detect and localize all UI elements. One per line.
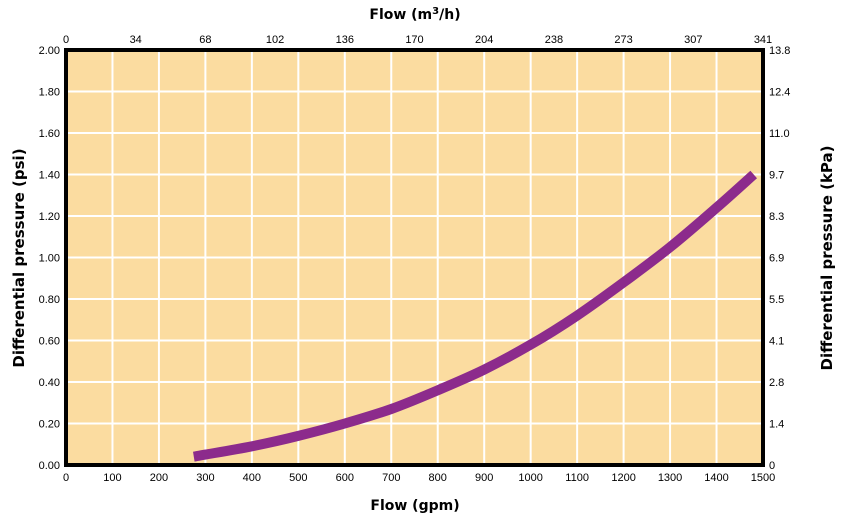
right-y-tick-label: 6.9 (769, 253, 784, 265)
x-axis-ticks: 0 100 200 300 400 500 600 700 800 900 1000 1100 1200… (63, 472, 775, 484)
x-tick-label: 700 (382, 472, 400, 484)
y-tick-label: 1.40 (39, 170, 60, 182)
x-tick-label: 1200 (611, 472, 635, 484)
y-axis-ticks: 0.00 0.20 0.40 0.60 0.80 1.00 1.20 1.40 1.60 1.80… (39, 45, 60, 472)
right-y-tick-label: 4.1 (769, 336, 784, 348)
right-y-axis-title: Differential pressure (kPa) (818, 146, 836, 371)
y-tick-label: 1.00 (39, 253, 60, 265)
top-x-tick-label: 68 (199, 34, 211, 46)
x-tick-label: 500 (289, 472, 307, 484)
grid (66, 50, 763, 465)
x-tick-label: 400 (243, 472, 261, 484)
x-tick-label: 200 (150, 472, 168, 484)
y-tick-label: 0.40 (39, 377, 60, 389)
x-tick-label: 0 (63, 472, 69, 484)
top-x-axis-ticks: 0 34 68 102 136 170 204 238 273 307 341 (63, 34, 772, 46)
right-y-tick-label: 11.0 (769, 128, 790, 140)
right-y-tick-label: 2.8 (769, 377, 784, 389)
right-y-tick-label: 5.5 (769, 294, 784, 306)
y-tick-label: 0.20 (39, 419, 60, 431)
x-tick-label: 100 (103, 472, 121, 484)
top-x-tick-label: 238 (545, 34, 563, 46)
x-tick-label: 900 (475, 472, 493, 484)
top-x-tick-label: 204 (475, 34, 493, 46)
y-tick-label: 0.80 (39, 294, 60, 306)
x-tick-label: 1100 (565, 472, 589, 484)
plot-frame (64, 48, 765, 467)
x-tick-label: 1500 (751, 472, 775, 484)
top-x-tick-label: 102 (266, 34, 284, 46)
x-axis-title: Flow (gpm) (370, 498, 459, 514)
right-y-tick-label: 12.4 (769, 87, 790, 99)
x-tick-label: 1300 (658, 472, 682, 484)
top-x-tick-label: 136 (336, 34, 354, 46)
pressure-curve (193, 170, 758, 462)
y-tick-label: 0.60 (39, 336, 60, 348)
right-y-tick-label: 1.4 (769, 419, 784, 431)
right-y-axis-ticks: 0 1.4 2.8 4.1 5.5 6.9 8.3 9.7 11.0 12.4 13.8 (769, 45, 790, 472)
x-tick-label: 800 (429, 472, 447, 484)
top-x-tick-label: 34 (130, 34, 142, 46)
top-x-tick-label: 341 (754, 34, 772, 46)
top-x-tick-label: 307 (684, 34, 702, 46)
x-tick-label: 300 (196, 472, 214, 484)
y-tick-label: 2.00 (39, 45, 60, 57)
x-tick-label: 600 (336, 472, 354, 484)
right-y-tick-label: 8.3 (769, 211, 784, 223)
top-x-tick-label: 170 (405, 34, 423, 46)
top-x-tick-label: 0 (63, 34, 69, 46)
y-tick-label: 0.00 (39, 460, 60, 472)
right-y-tick-label: 0 (769, 460, 775, 472)
x-tick-label: 1400 (704, 472, 728, 484)
y-axis-title: Differential pressure (psi) (10, 148, 28, 367)
top-x-axis-title: Flow (m3/h) (369, 6, 460, 23)
x-tick-label: 1000 (518, 472, 542, 484)
y-tick-label: 1.80 (39, 87, 60, 99)
y-tick-label: 1.60 (39, 128, 60, 140)
top-x-tick-label: 273 (614, 34, 632, 46)
right-y-tick-label: 13.8 (769, 45, 790, 57)
right-y-tick-label: 9.7 (769, 170, 784, 182)
y-tick-label: 1.20 (39, 211, 60, 223)
